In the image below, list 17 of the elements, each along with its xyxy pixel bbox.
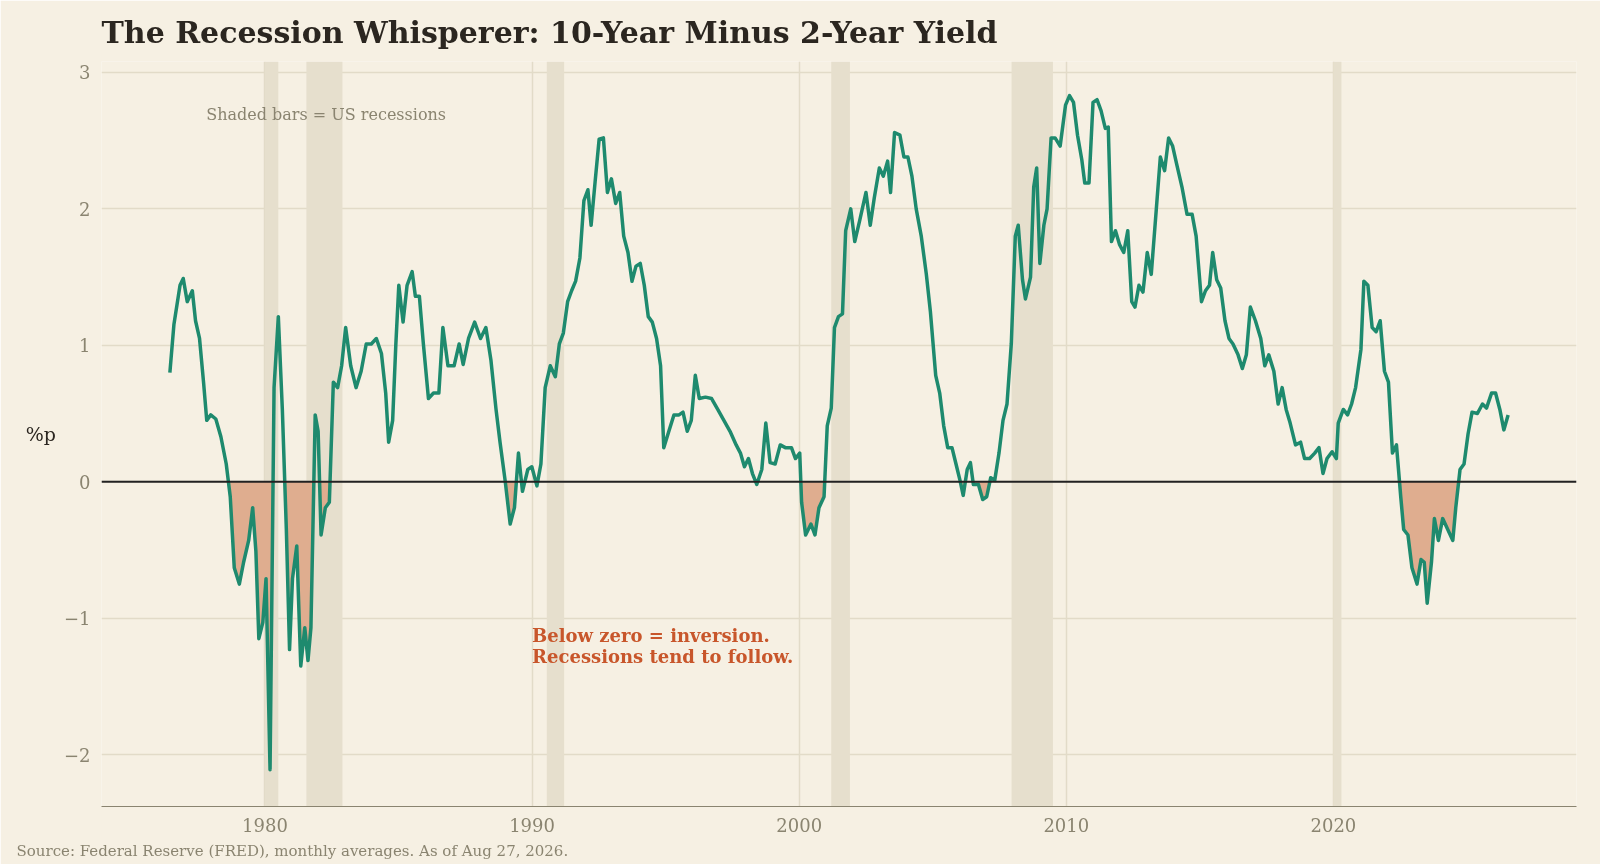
chart-title: The Recession Whisperer: 10-Year Minus 2-Year Yield: [101, 14, 998, 50]
annotation: Below zero = inversion. Recessions tend to follow.: [532, 625, 794, 668]
y-tick-label: −1: [63, 608, 91, 630]
x-tick-label: 2010: [1043, 814, 1090, 836]
y-tick-label: 2: [79, 198, 91, 220]
line-series: [168, 93, 1510, 772]
y-tick-label: 0: [79, 471, 91, 493]
x-tick-label: 1990: [509, 814, 555, 836]
x-tick-label: 1980: [242, 814, 288, 836]
y-tick-label: −2: [63, 744, 91, 766]
x-tick-label: 2020: [1310, 814, 1357, 836]
y-tick-label: 3: [79, 62, 91, 84]
y-axis-title: %p: [25, 423, 56, 445]
x-tick-label: 2000: [776, 814, 823, 836]
annotation: Shaded bars = US recessions: [206, 105, 447, 125]
source-note: Source: Federal Reserve (FRED), monthly averages. As of Aug 27, 2026.: [16, 841, 569, 860]
y-tick-label: 1: [79, 335, 91, 357]
